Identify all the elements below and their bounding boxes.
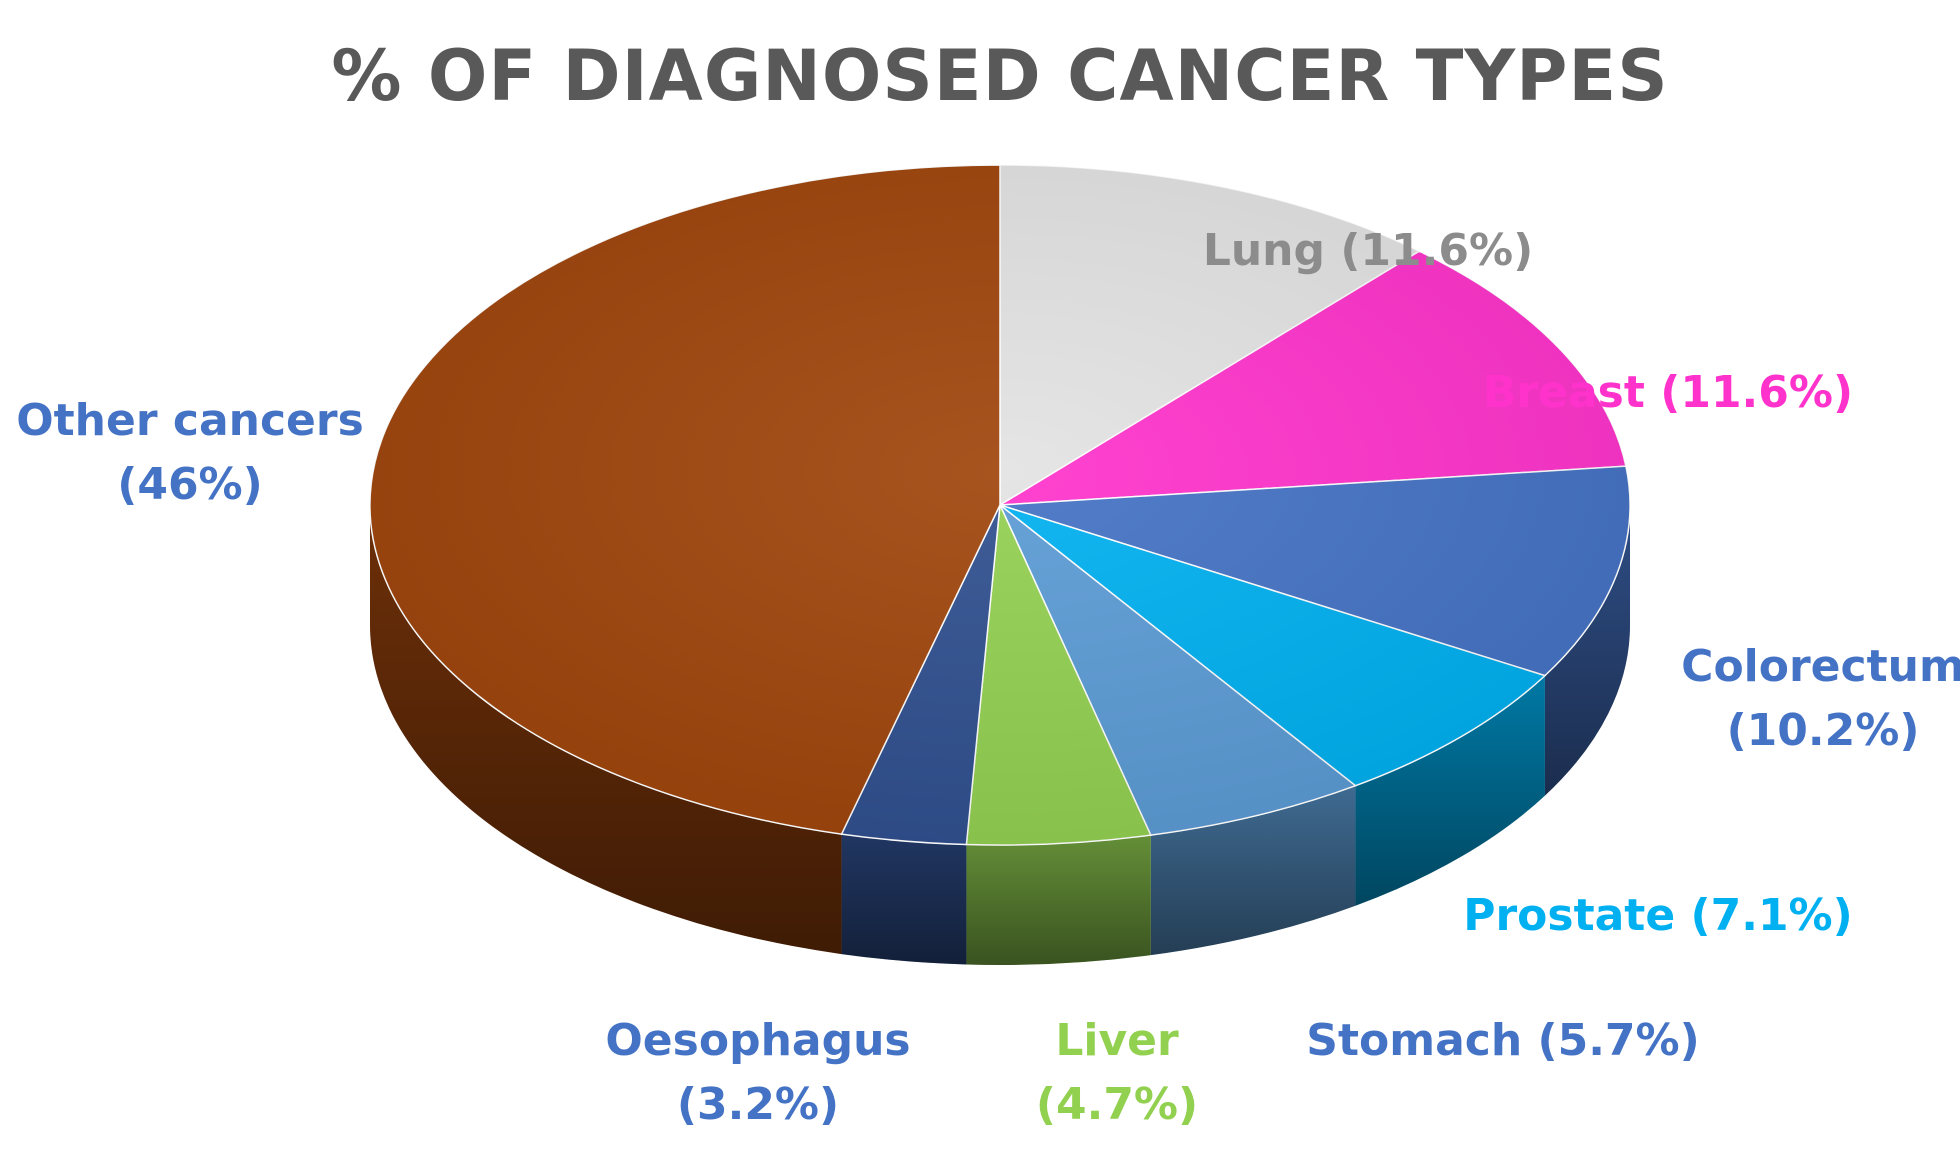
label-liver: Liver (4.7%) [1036,1015,1198,1130]
label-line-liver-1: (4.7%) [1036,1079,1198,1130]
side-shade-liver [966,835,1151,965]
label-lung: Lung (11.6%) [1203,225,1533,276]
slice-labels: Lung (11.6%) Breast (11.6%) Colorectum (10.… [16,225,1960,1130]
label-line-colorectum-1: (10.2%) [1727,705,1920,756]
label-oesophagus: Oesophagus (3.2%) [605,1015,910,1130]
label-colorectum: Colorectum (10.2%) [1681,641,1960,756]
side-shade-oesophagus [841,834,967,965]
chart-title: % OF DIAGNOSED CANCER TYPES [331,35,1668,117]
label-line-other-cancers-1: (46%) [117,459,263,510]
label-line-oesophagus-0: Oesophagus [605,1015,910,1066]
label-line-prostate-0: Prostate (7.1%) [1463,890,1853,941]
label-other-cancers: Other cancers (46%) [16,395,364,510]
label-line-lung-0: Lung (11.6%) [1203,225,1533,276]
label-line-stomach-0: Stomach (5.7%) [1306,1015,1699,1066]
label-stomach: Stomach (5.7%) [1306,1015,1699,1066]
label-line-liver-0: Liver [1055,1015,1179,1066]
label-prostate: Prostate (7.1%) [1463,890,1853,941]
label-line-colorectum-0: Colorectum [1681,641,1960,692]
label-line-breast-0: Breast (11.6%) [1483,367,1853,418]
label-line-other-cancers-0: Other cancers [16,395,364,446]
label-line-oesophagus-1: (3.2%) [677,1079,839,1130]
label-breast: Breast (11.6%) [1483,367,1853,418]
